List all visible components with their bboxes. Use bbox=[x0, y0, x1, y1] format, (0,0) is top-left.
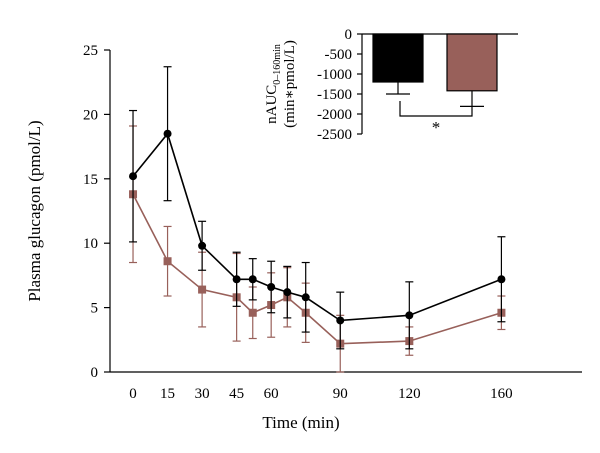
x-tick-label: 30 bbox=[195, 386, 210, 402]
data-point bbox=[405, 311, 414, 320]
inset-y-axis-title: nAUC0–160min bbox=[264, 44, 283, 124]
y-tick-label: 0 bbox=[91, 365, 99, 381]
significance-marker: * bbox=[432, 118, 441, 137]
data-point bbox=[336, 316, 345, 325]
significance-bracket bbox=[399, 101, 473, 117]
series-line bbox=[132, 132, 502, 322]
inset-bar bbox=[372, 33, 424, 83]
y-tick-label: 20 bbox=[83, 107, 98, 123]
inset-ylabel-sub: 0–160min bbox=[272, 44, 283, 85]
inset-y-ticks: 0 -500 -1000 -1500 -2000 -2500 bbox=[317, 27, 362, 143]
data-point bbox=[248, 275, 257, 284]
x-tick-label: 120 bbox=[398, 386, 421, 402]
y-tick-label: 10 bbox=[83, 236, 98, 252]
inset-bar-chart: 0 -500 -1000 -1500 -2000 -2500 nAUC0–160min (… bbox=[264, 27, 518, 143]
data-point bbox=[248, 308, 257, 317]
y-tick-label: 15 bbox=[83, 172, 98, 188]
inset-y-tick-label: -1000 bbox=[317, 67, 352, 83]
inset-bar bbox=[446, 33, 498, 92]
data-point bbox=[232, 275, 241, 284]
inset-bars bbox=[372, 33, 498, 108]
x-tick-label: 60 bbox=[264, 386, 279, 402]
inset-y-tick-label: -2500 bbox=[317, 127, 352, 143]
series-1 bbox=[129, 125, 506, 373]
x-tick-label: 45 bbox=[229, 386, 244, 402]
inset-y-tick-label: -1500 bbox=[317, 87, 352, 103]
x-axis-title: Time (min) bbox=[262, 413, 339, 432]
data-point bbox=[163, 129, 172, 138]
x-tick-label: 15 bbox=[160, 386, 175, 402]
data-point bbox=[129, 172, 138, 181]
main-axes bbox=[109, 50, 582, 373]
inset-y-axis-title-line2: (min∗pmol/L) bbox=[282, 40, 298, 128]
inset-y-tick-label: -2000 bbox=[317, 107, 352, 123]
data-point bbox=[163, 257, 172, 266]
data-point bbox=[301, 293, 310, 302]
x-tick-label: 90 bbox=[333, 386, 348, 402]
data-point bbox=[198, 241, 207, 250]
data-point bbox=[267, 282, 276, 291]
inset-ylabel-main: nAUC bbox=[264, 85, 280, 124]
y-ticks: 0 5 10 15 20 25 bbox=[83, 43, 110, 381]
data-point bbox=[283, 288, 292, 297]
inset-y-tick-label: -500 bbox=[325, 47, 353, 63]
data-point bbox=[198, 285, 207, 294]
x-tick-label: 160 bbox=[490, 386, 513, 402]
series-layer bbox=[129, 66, 506, 373]
y-tick-label: 5 bbox=[91, 301, 99, 317]
inset-y-tick-label: 0 bbox=[345, 27, 353, 43]
series-line bbox=[132, 193, 502, 345]
data-point bbox=[497, 275, 506, 284]
y-axis-title: Plasma glucagon (pmol/L) bbox=[25, 120, 44, 301]
x-tick-label: 0 bbox=[129, 386, 137, 402]
y-tick-label: 25 bbox=[83, 43, 98, 59]
series-0 bbox=[129, 66, 506, 350]
x-ticks: 0 15 30 45 60 90 120 160 bbox=[129, 386, 512, 402]
